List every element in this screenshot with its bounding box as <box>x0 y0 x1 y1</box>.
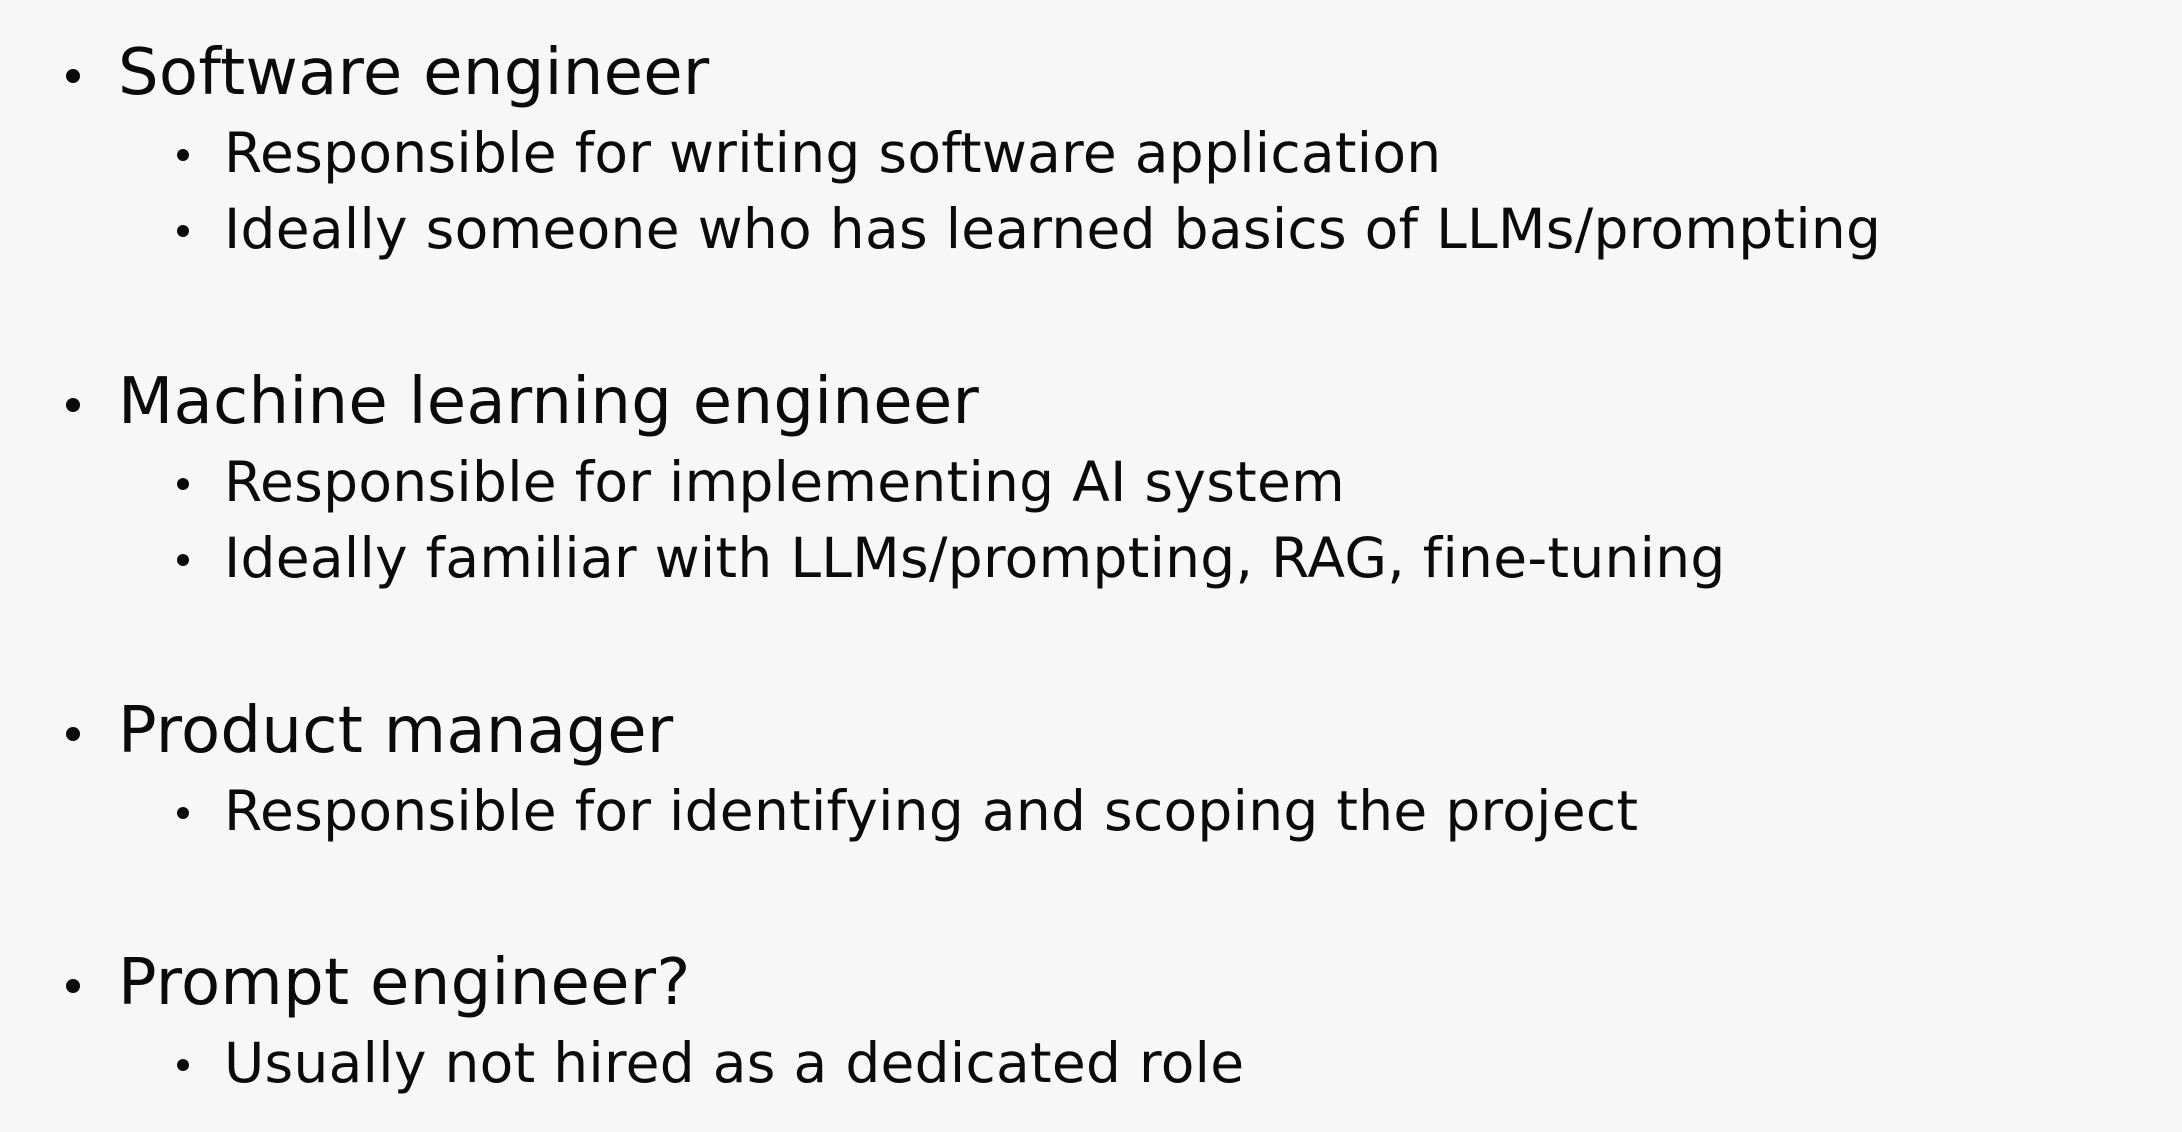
role-title: Prompt engineer? <box>118 946 691 1020</box>
role-title-row: Software engineer <box>58 31 2158 115</box>
role-title: Software engineer <box>118 36 710 110</box>
role-detail-text: Ideally familiar with LLMs/prompting, RA… <box>224 526 1726 590</box>
role-machine-learning-engineer: Machine learning engineer Responsible fo… <box>58 360 2158 596</box>
role-title-row: Prompt engineer? <box>58 941 2158 1025</box>
bullet-icon <box>66 69 80 83</box>
bullet-icon <box>66 979 80 993</box>
role-prompt-engineer: Prompt engineer? Usually not hired as a … <box>58 941 2158 1101</box>
role-software-engineer: Software engineer Responsible for writin… <box>58 31 2158 267</box>
bullet-icon <box>177 149 189 161</box>
role-title-row: Machine learning engineer <box>58 360 2158 444</box>
role-detail-text: Responsible for implementing AI system <box>224 450 1346 514</box>
bullet-icon <box>177 554 189 566</box>
role-detail-text: Responsible for writing software applica… <box>224 121 1442 185</box>
role-detail: Responsible for implementing AI system <box>58 444 2158 520</box>
role-title: Machine learning engineer <box>118 365 980 439</box>
role-detail: Ideally familiar with LLMs/prompting, RA… <box>58 520 2158 596</box>
bullet-icon <box>66 727 80 741</box>
role-detail: Ideally someone who has learned basics o… <box>58 191 2158 267</box>
bullet-icon <box>177 807 189 819</box>
role-product-manager: Product manager Responsible for identify… <box>58 689 2158 849</box>
role-detail-text: Responsible for identifying and scoping … <box>224 779 1639 843</box>
role-detail: Responsible for identifying and scoping … <box>58 773 2158 849</box>
role-title-row: Product manager <box>58 689 2158 773</box>
role-detail-text: Usually not hired as a dedicated role <box>224 1031 1245 1095</box>
role-detail: Usually not hired as a dedicated role <box>58 1025 2158 1101</box>
role-detail: Responsible for writing software applica… <box>58 115 2158 191</box>
role-title: Product manager <box>118 694 674 768</box>
bullet-icon <box>177 225 189 237</box>
role-detail-text: Ideally someone who has learned basics o… <box>224 197 1882 261</box>
bullet-icon <box>177 478 189 490</box>
bullet-icon <box>177 1059 189 1071</box>
bullet-icon <box>66 398 80 412</box>
